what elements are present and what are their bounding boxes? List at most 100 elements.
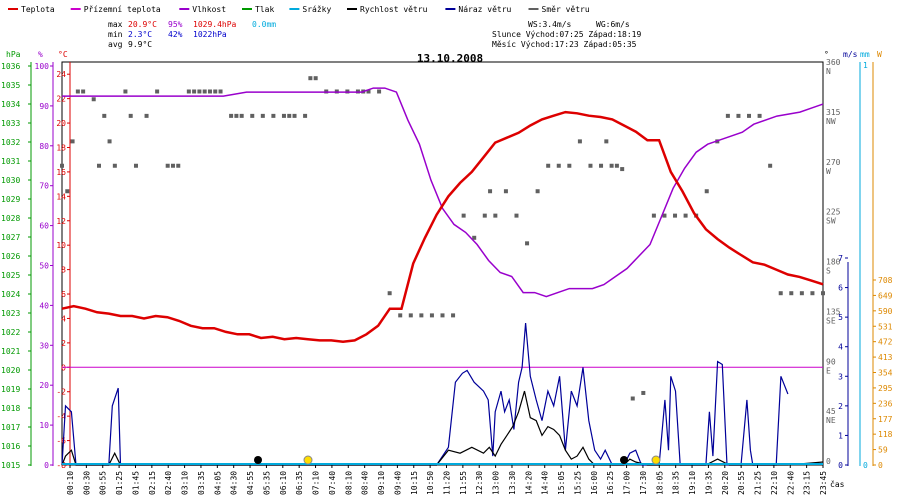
legend-label-5: Rychlost větru bbox=[360, 5, 428, 14]
wind-direction-dot bbox=[281, 113, 286, 118]
percent-tick-label-10: 0 bbox=[44, 461, 49, 470]
hpa-tick-label-11: 1025 bbox=[1, 271, 20, 280]
x-tick-label-41: 20:55 bbox=[737, 471, 746, 495]
x-tick-label-39: 19:35 bbox=[704, 471, 713, 495]
wind-direction-dot bbox=[768, 163, 773, 168]
x-tick-label-1: 00:30 bbox=[82, 471, 91, 495]
stat-max-hum: 95% bbox=[168, 20, 183, 29]
x-axis-title: čas bbox=[830, 479, 845, 489]
hpa-tick-label-7: 1029 bbox=[1, 195, 20, 204]
x-tick-label-5: 02:15 bbox=[148, 471, 157, 495]
stat-min-label: min bbox=[108, 30, 123, 39]
x-tick-label-16: 07:40 bbox=[328, 471, 337, 495]
watt-tick-label-11: 59 bbox=[878, 446, 888, 455]
wind-direction-dot bbox=[303, 113, 308, 118]
wind-direction-dot bbox=[725, 113, 730, 118]
hpa-tick-label-10: 1026 bbox=[1, 252, 20, 261]
x-tick-label-23: 11:20 bbox=[443, 471, 452, 495]
wind-direction-dot bbox=[488, 189, 493, 194]
hpa-tick-label-12: 1024 bbox=[1, 290, 20, 299]
deg-tick-label-5: 135 bbox=[826, 307, 841, 316]
hpa-tick-label-21: 1015 bbox=[1, 461, 20, 470]
hpa-tick-label-20: 1016 bbox=[1, 442, 20, 451]
wind-direction-dot bbox=[704, 189, 709, 194]
wind-direction-dot bbox=[609, 163, 614, 168]
wind-direction-dot bbox=[662, 213, 667, 218]
wind-direction-dot bbox=[398, 313, 403, 318]
x-tick-label-25: 12:30 bbox=[475, 471, 484, 495]
wind-direction-dot bbox=[588, 163, 593, 168]
wind-direction-dot bbox=[408, 313, 413, 318]
x-tick-label-46: 23:45 bbox=[819, 471, 828, 495]
wind-direction-dot bbox=[620, 167, 625, 172]
stat-moon: Měsíc Východ:17:23 Západ:05:35 bbox=[492, 40, 637, 49]
celsius-axis-title: °C bbox=[58, 50, 68, 59]
wind-direction-dot bbox=[799, 291, 804, 296]
x-tick-label-13: 06:10 bbox=[279, 471, 288, 495]
x-tick-label-22: 10:50 bbox=[426, 471, 435, 495]
x-tick-label-38: 19:10 bbox=[688, 471, 697, 495]
x-tick-label-15: 07:10 bbox=[312, 471, 321, 495]
stat-min-temp: 2.3°C bbox=[128, 30, 152, 39]
wind-direction-dot bbox=[429, 313, 434, 318]
wind-direction-dot bbox=[614, 163, 619, 168]
x-tick-label-31: 15:25 bbox=[573, 471, 582, 495]
watt-tick-label-3: 531 bbox=[878, 322, 893, 331]
x-tick-label-37: 18:35 bbox=[672, 471, 681, 495]
ms-tick-label-5: 2 bbox=[838, 402, 843, 411]
mm-tick-label-1: 0 bbox=[863, 461, 868, 470]
wind-direction-dot bbox=[192, 89, 197, 94]
legend-label-0: Teplota bbox=[21, 5, 55, 14]
watt-tick-label-0: 708 bbox=[878, 276, 893, 285]
x-tick-label-6: 02:40 bbox=[164, 471, 173, 495]
wind-direction-dot bbox=[736, 113, 741, 118]
watt-tick-label-9: 177 bbox=[878, 415, 893, 424]
celsius-tick-label-3: 18 bbox=[56, 143, 66, 152]
wind-direction-dot bbox=[229, 113, 234, 118]
mm-axis-title: mm bbox=[860, 50, 870, 59]
x-tick-label-34: 17:00 bbox=[623, 471, 632, 495]
percent-tick-label-2: 80 bbox=[39, 142, 49, 151]
percent-tick-label-1: 90 bbox=[39, 102, 49, 111]
hpa-tick-label-1: 1035 bbox=[1, 81, 20, 90]
stat-avg-label: avg bbox=[108, 40, 123, 49]
celsius-tick-label-13: -2 bbox=[56, 388, 66, 397]
deg-tick-label-1: 315 bbox=[826, 108, 841, 117]
wind-direction-dot bbox=[65, 189, 70, 194]
percent-tick-label-7: 30 bbox=[39, 341, 49, 350]
deg-dir-label-3: SW bbox=[826, 217, 836, 226]
deg-dir-label-6: E bbox=[826, 366, 831, 375]
x-tick-label-21: 10:15 bbox=[410, 471, 419, 495]
deg-dir-label-1: NW bbox=[826, 117, 836, 126]
legend-label-2: Vlhkost bbox=[192, 5, 226, 14]
moonrise-marker bbox=[620, 456, 628, 464]
wind-direction-dot bbox=[144, 113, 149, 118]
wind-direction-dot bbox=[202, 89, 207, 94]
celsius-tick-label-15: -6 bbox=[56, 437, 66, 446]
wind-direction-dot bbox=[493, 213, 498, 218]
wind-direction-dot bbox=[472, 235, 477, 240]
hpa-tick-label-4: 1032 bbox=[1, 138, 20, 147]
wind-direction-dot bbox=[308, 76, 313, 81]
wind-direction-dot bbox=[546, 163, 551, 168]
humidity-line bbox=[62, 87, 824, 298]
wind-direction-dot bbox=[387, 291, 392, 296]
mm-tick-label-0: 1 bbox=[863, 61, 868, 70]
wind-direction-dot bbox=[503, 189, 508, 194]
x-tick-label-9: 04:05 bbox=[213, 471, 222, 495]
x-tick-label-0: 00:10 bbox=[66, 471, 75, 495]
hpa-tick-label-2: 1034 bbox=[1, 100, 20, 109]
deg-tick-label-4: 180 bbox=[826, 258, 841, 267]
hpa-tick-label-13: 1023 bbox=[1, 309, 20, 318]
wind-direction-dot bbox=[377, 89, 382, 94]
wind-direction-dot bbox=[207, 89, 212, 94]
plot-area bbox=[61, 61, 824, 466]
wind-direction-dot bbox=[81, 89, 86, 94]
moonset-marker bbox=[254, 456, 262, 464]
celsius-tick-label-4: 16 bbox=[56, 168, 66, 177]
x-tick-label-10: 04:30 bbox=[230, 471, 239, 495]
celsius-tick-label-16: -8 bbox=[56, 461, 66, 470]
sunset-marker bbox=[651, 455, 661, 465]
wind-direction-dot bbox=[604, 139, 609, 144]
wind-direction-dot bbox=[213, 89, 218, 94]
